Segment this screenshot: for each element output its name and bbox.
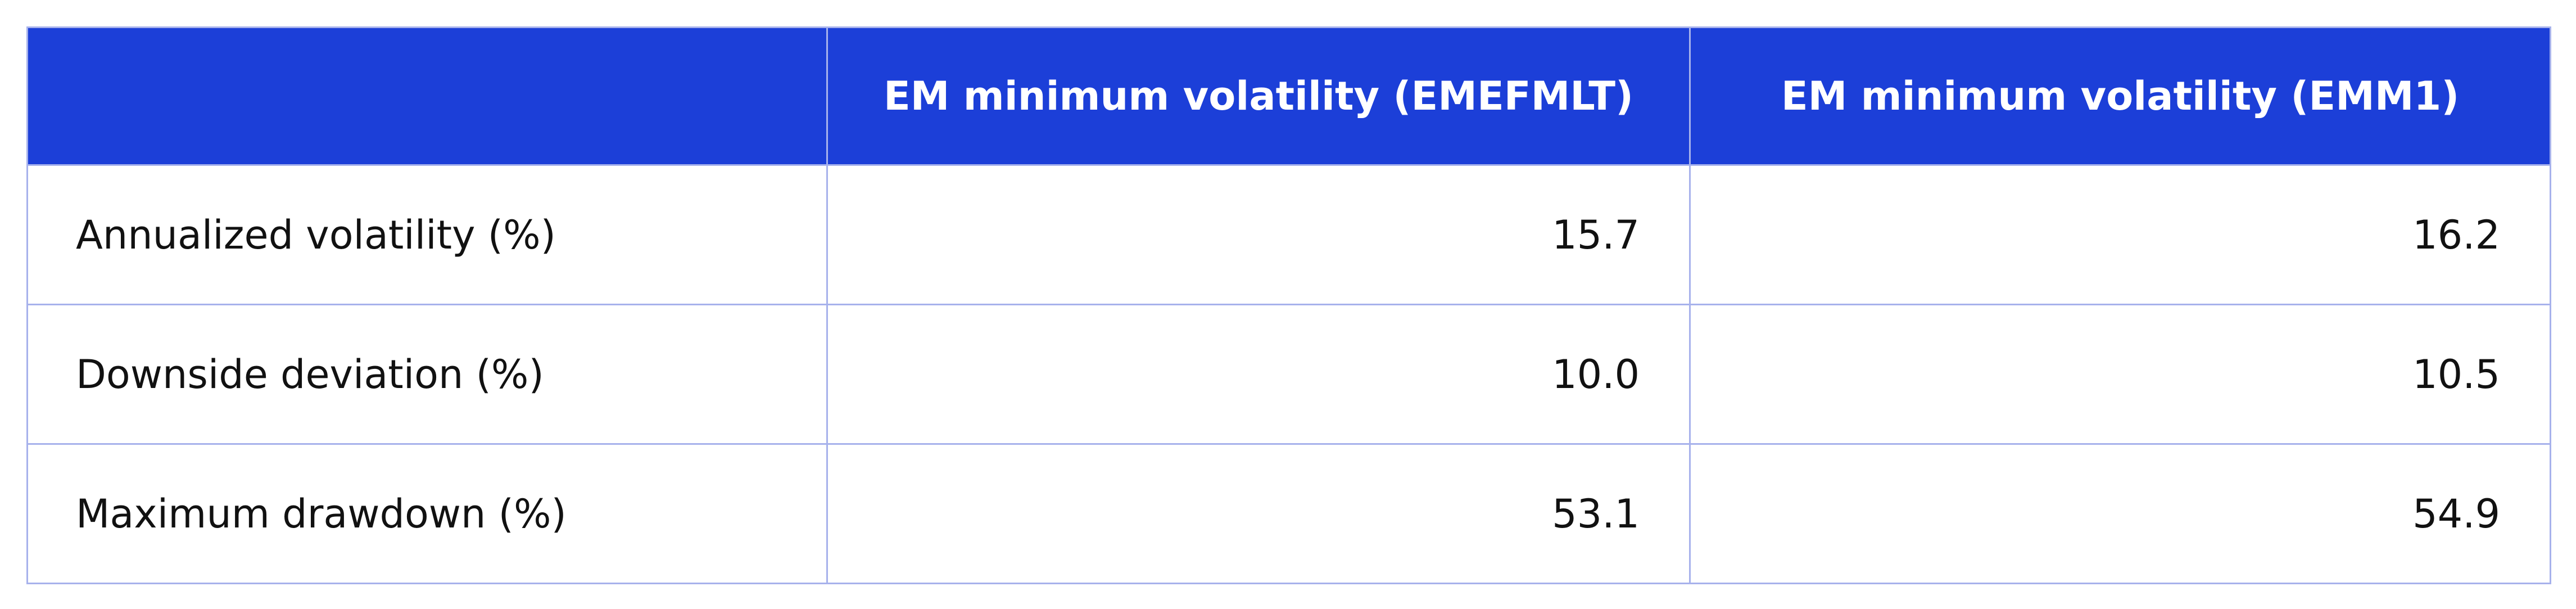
row-label: Downside deviation (%)	[26, 304, 828, 445]
table-body: Annualized volatility (%) 15.7 16.2 Downsid…	[26, 164, 2551, 584]
value-cell: 15.7	[826, 164, 1691, 305]
table-row: Downside deviation (%) 10.0 10.5	[26, 304, 2551, 445]
value-cell: 54.9	[1689, 443, 2551, 584]
row-label: Maximum drawdown (%)	[26, 443, 828, 584]
table-row: Maximum drawdown (%) 53.1 54.9	[26, 443, 2551, 584]
value-cell: 10.0	[826, 304, 1691, 445]
value-cell: 53.1	[826, 443, 1691, 584]
table-header: EM minimum volatility (EMEFMLT) EM minim…	[26, 26, 2551, 166]
value-cell: 16.2	[1689, 164, 2551, 305]
header-row: EM minimum volatility (EMEFMLT) EM minim…	[26, 26, 2551, 166]
value-cell: 10.5	[1689, 304, 2551, 445]
row-label: Annualized volatility (%)	[26, 164, 828, 305]
data-table: EM minimum volatility (EMEFMLT) EM minim…	[26, 26, 2551, 584]
column-header: EM minimum volatility (EMM1)	[1689, 26, 2551, 166]
table-row: Annualized volatility (%) 15.7 16.2	[26, 164, 2551, 305]
column-header: EM minimum volatility (EMEFMLT)	[826, 26, 1691, 166]
header-corner	[26, 26, 828, 166]
